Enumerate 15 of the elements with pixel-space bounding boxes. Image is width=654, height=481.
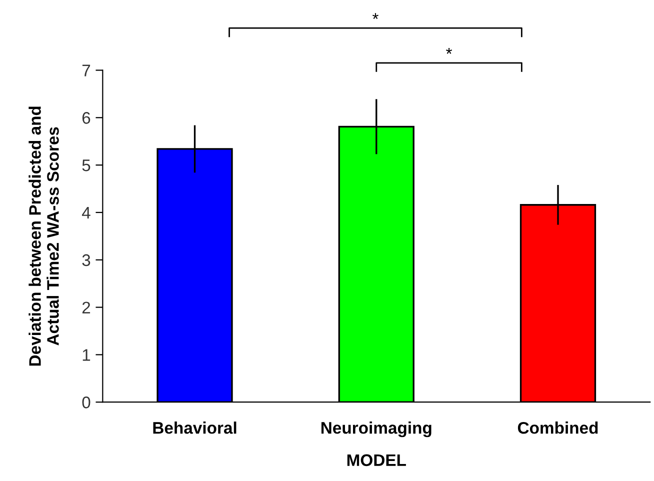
text: *: [372, 13, 378, 20]
y-tick-label: 7: [82, 64, 90, 76]
x-tick-label: Behavioral: [153, 422, 236, 434]
y-axis-title: Deviation between Predicted and Actual Time2 WA-ss Scores: [28, 106, 59, 366]
y-tick-label: 0: [82, 396, 90, 408]
x-axis-title: MODEL: [347, 454, 406, 466]
x-tick-label: Neuroimaging: [321, 422, 432, 438]
y-tick-label: 5: [82, 160, 90, 172]
y-tick-label: 3: [82, 254, 90, 266]
y-tick-label: 1: [82, 349, 90, 361]
y-tick-label: 6: [82, 112, 90, 124]
y-tick-label: 4: [82, 207, 90, 219]
text: *: [446, 48, 452, 54]
x-tick-label: Combined: [518, 422, 598, 434]
y-tick-label: 2: [82, 302, 90, 314]
